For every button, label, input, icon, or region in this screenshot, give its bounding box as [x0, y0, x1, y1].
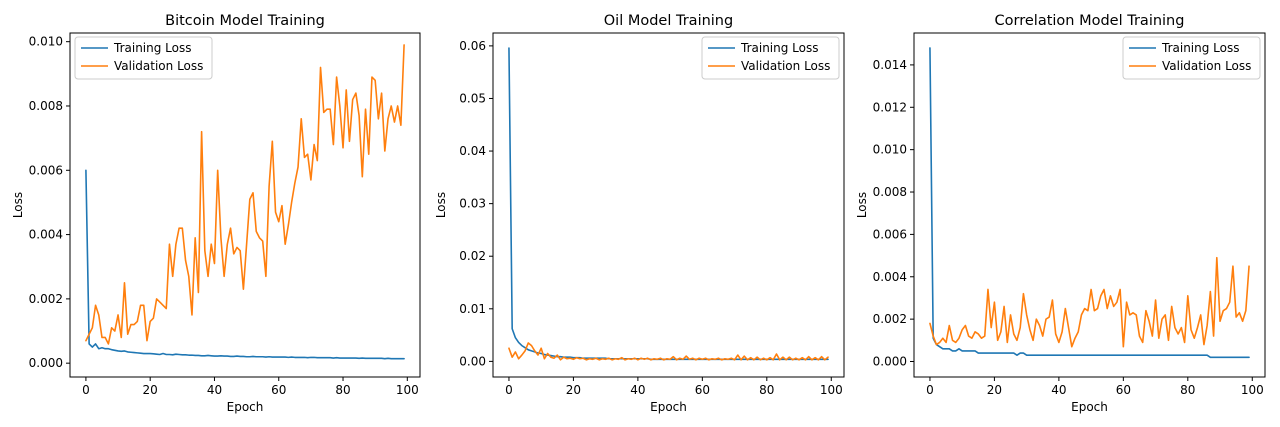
chart-2-x-tick-label: 20 [566, 383, 581, 397]
chart-3-y-tick-label: 0.006 [873, 227, 907, 241]
chart-2-x-tick-label: 80 [759, 383, 774, 397]
chart-3-y-tick-label: 0.004 [873, 270, 907, 284]
chart-1-x-tick-label: 60 [271, 383, 286, 397]
chart-2-series-validation-loss-line [508, 342, 829, 361]
chart-3-y-axis-label: Loss [855, 192, 869, 218]
chart-2-axes-frame [492, 32, 845, 378]
chart-1-y-tick-label: 0.002 [29, 292, 63, 306]
chart-1-x-tick-label: 80 [335, 383, 350, 397]
chart-1-axes-frame [69, 32, 421, 378]
chart-1-y-tick-label: 0.010 [29, 35, 63, 49]
chart-3-legend-validation-loss-label: Validation Loss [1162, 59, 1251, 73]
chart-3-series-validation-loss-line [929, 256, 1250, 348]
chart-2: 0 20 40 60 80 100 0.00 0.01 0.02 0.03 0.04 0.05 0.06… [434, 13, 845, 414]
chart-1-y-tick-label: 0.008 [29, 99, 63, 113]
chart-1-legend: Training Loss Validation Loss [74, 36, 213, 80]
chart-1-series-training-loss-line [85, 169, 405, 360]
chart-1-legend-box [74, 36, 213, 80]
chart-3-series-training-loss-line [929, 47, 1250, 359]
chart-1-x-axis-label: Epoch [227, 400, 264, 414]
chart-3-legend-box [1122, 36, 1261, 80]
chart-3-y-tick-label: 0.010 [873, 143, 907, 157]
chart-2-y-tick-label: 0.02 [459, 249, 486, 263]
chart-1-legend-validation-loss-label: Validation Loss [114, 59, 203, 73]
chart-1-y-tick-label: 0.006 [29, 163, 63, 177]
chart-1-x-tick-label: 100 [396, 383, 419, 397]
chart-3-y-tick-label: 0.008 [873, 185, 907, 199]
chart-3-y-tick-label: 0.002 [873, 312, 907, 326]
chart-2-y-tick-label: 0.00 [459, 354, 486, 368]
chart-2-x-tick-label: 100 [820, 383, 843, 397]
chart-3-x-axis-label: Epoch [1071, 400, 1108, 414]
chart-2-legend: Training Loss Validation Loss [701, 36, 840, 80]
chart-2-y-tick-label: 0.06 [459, 39, 486, 53]
chart-2-y-tick-label: 0.03 [459, 197, 486, 211]
chart-3-x-tick-label: 40 [1051, 383, 1066, 397]
chart-2-legend-validation-loss-label: Validation Loss [741, 59, 830, 73]
chart-3-x-tick-label: 100 [1241, 383, 1264, 397]
chart-1-y-tick-label: 0.000 [29, 356, 63, 370]
chart-3-x-tick-label: 80 [1180, 383, 1195, 397]
chart-3-x-tick-label: 20 [987, 383, 1002, 397]
chart-1-legend-training-loss-label: Training Loss [113, 41, 191, 55]
chart-2-y-axis-label: Loss [434, 192, 448, 218]
chart-2-y-tick-label: 0.01 [459, 302, 486, 316]
chart-2-legend-training-loss-label: Training Loss [740, 41, 818, 55]
chart-2-y-tick-label: 0.05 [459, 91, 486, 105]
chart-3-legend: Training Loss Validation Loss [1122, 36, 1261, 80]
chart-1-x-tick-label: 20 [143, 383, 158, 397]
chart-3-x-tick-label: 60 [1116, 383, 1131, 397]
chart-3-legend-training-loss-label: Training Loss [1161, 41, 1239, 55]
chart-2-x-tick-label: 40 [630, 383, 645, 397]
chart-2-legend-box [701, 36, 840, 80]
chart-1-x-tick-label: 0 [82, 383, 90, 397]
chart-3-title: Correlation Model Training [995, 13, 1185, 29]
chart-2-y-tick-label: 0.04 [459, 144, 486, 158]
chart-3: 0 20 40 60 80 100 0.000 0.002 0.004 0.006 0.008 0.0… [855, 13, 1266, 414]
chart-2-x-tick-label: 60 [695, 383, 710, 397]
chart-2-title: Oil Model Training [604, 13, 733, 29]
chart-2-x-axis-label: Epoch [650, 400, 687, 414]
chart-1-y-axis-label: Loss [11, 192, 25, 218]
chart-1-title: Bitcoin Model Training [165, 13, 325, 29]
chart-3-axes-frame [913, 32, 1266, 378]
chart-3-y-tick-label: 0.012 [873, 100, 907, 114]
chart-1: 0 20 40 60 80 100 0.000 0.002 0.004 0.006 0.008 0.0… [11, 13, 421, 414]
chart-3-y-tick-label: 0.014 [873, 58, 907, 72]
chart-1-series-validation-loss-line [85, 44, 405, 345]
chart-3-x-tick-label: 0 [926, 383, 934, 397]
chart-1-y-tick-label: 0.004 [29, 228, 63, 242]
chart-2-x-tick-label: 0 [505, 383, 513, 397]
chart-3-y-tick-label: 0.000 [873, 355, 907, 369]
chart-1-x-tick-label: 40 [207, 383, 222, 397]
